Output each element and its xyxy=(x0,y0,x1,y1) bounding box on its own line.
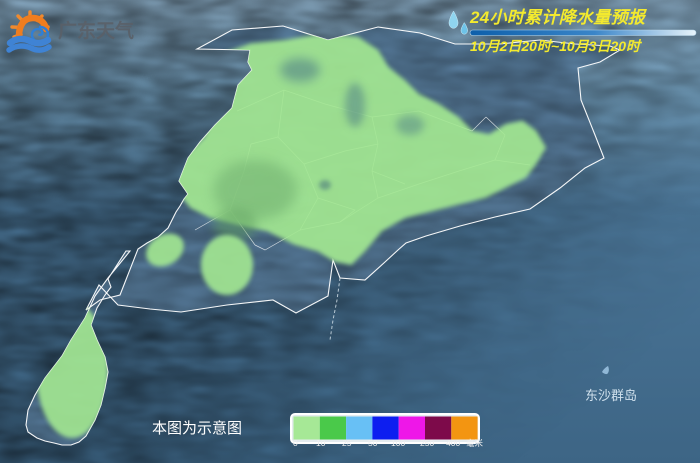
svg-text:10: 10 xyxy=(316,438,326,448)
svg-text:广东天气: 广东天气 xyxy=(58,19,134,42)
svg-text:0: 0 xyxy=(293,438,298,448)
svg-text:100: 100 xyxy=(391,438,405,448)
svg-text:25: 25 xyxy=(342,438,352,448)
svg-text:250: 250 xyxy=(420,438,434,448)
svg-text:10月2日20时~10月3日20时: 10月2日20时~10月3日20时 xyxy=(470,38,643,54)
svg-text:东沙群岛: 东沙群岛 xyxy=(585,388,637,403)
svg-text:400: 400 xyxy=(446,438,460,448)
svg-text:本图为示意图: 本图为示意图 xyxy=(152,419,242,437)
svg-text:50: 50 xyxy=(368,438,378,448)
svg-text:毫米: 毫米 xyxy=(466,438,484,448)
svg-text:24小时累计降水量预报: 24小时累计降水量预报 xyxy=(469,8,648,27)
